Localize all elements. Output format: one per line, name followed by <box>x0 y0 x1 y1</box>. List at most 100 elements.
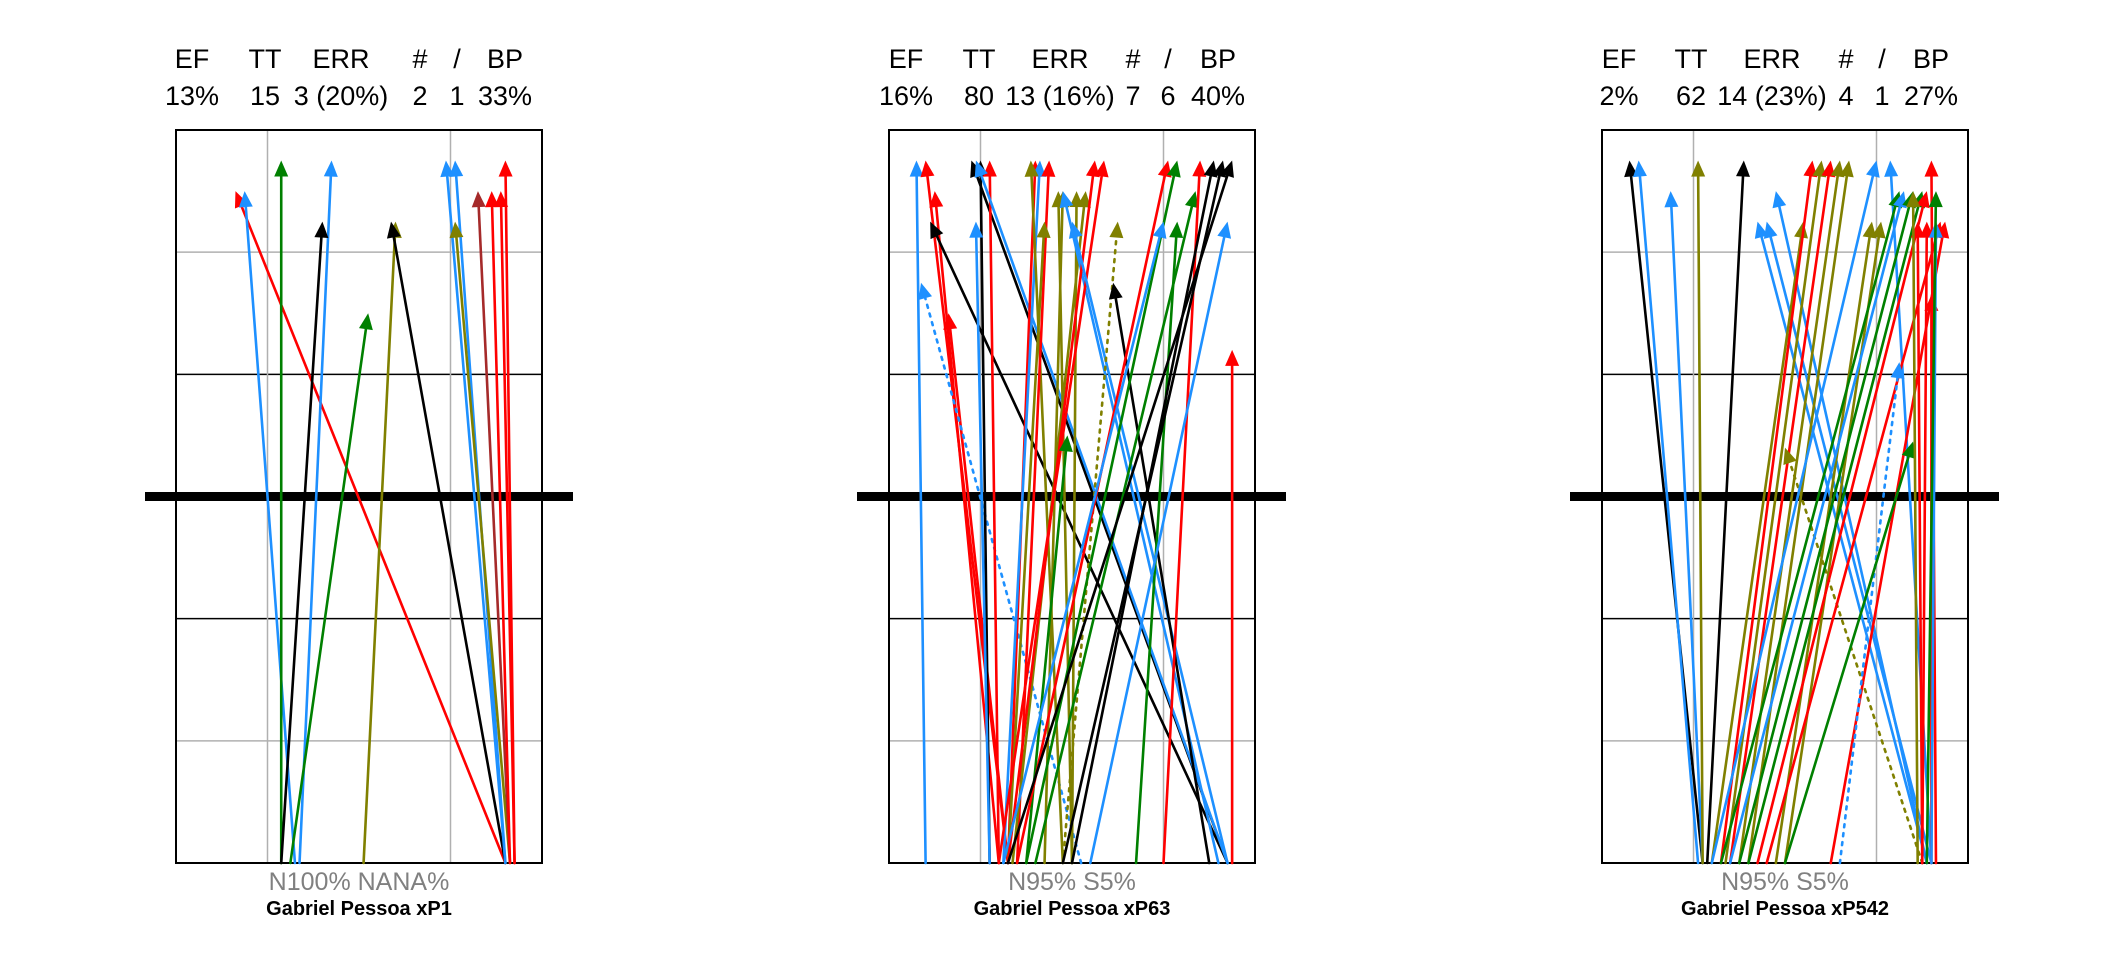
arrow <box>1710 160 1880 865</box>
arrow <box>1691 160 1706 865</box>
arrow-head <box>386 221 401 239</box>
header-value: 80 <box>964 81 994 111</box>
arrow <box>1783 221 1886 865</box>
arrow-head <box>929 191 944 208</box>
arrow-shaft <box>1089 235 1226 865</box>
arrow-head <box>1109 221 1124 239</box>
arrow-head <box>943 313 958 330</box>
arrow <box>1024 160 1181 865</box>
header-value: 13% <box>165 81 219 111</box>
arrow-shaft <box>1774 236 1871 865</box>
arrow-head <box>471 191 486 208</box>
header-label: ERR <box>1743 44 1800 74</box>
header-value: 1 <box>449 81 464 111</box>
footer-name: Gabriel Pessoa xP1 <box>266 898 452 920</box>
arrow <box>1737 160 1845 865</box>
arrow-head <box>1783 447 1797 466</box>
arrow <box>1783 447 1924 865</box>
arrow-shaft <box>1747 205 1920 865</box>
arrow <box>1225 349 1240 865</box>
arrow-shaft <box>1002 235 1161 865</box>
arrow <box>1624 160 1704 865</box>
arrow <box>1632 160 1700 865</box>
header-value: 4 <box>1838 81 1853 111</box>
arrow <box>1068 221 1229 865</box>
header-label: ERR <box>1031 44 1088 74</box>
arrow-head <box>1906 191 1921 208</box>
header-value: 40% <box>1191 81 1245 111</box>
footer-stat: N95% S5% <box>1008 868 1136 896</box>
arrow-shaft <box>1778 205 1929 865</box>
arrow <box>1664 191 1704 865</box>
arrow-shaft <box>240 204 507 865</box>
arrow <box>471 191 512 865</box>
arrow-shaft <box>455 236 512 865</box>
arrow-shaft <box>1629 175 1704 865</box>
footer-name: Gabriel Pessoa xP542 <box>1681 898 1889 920</box>
header-label: # <box>1125 44 1140 74</box>
header-value: 2% <box>1599 81 1638 111</box>
panel-p1: EF TT ERR # / BP 13% 15 3 (20%) 2 1 33% N100% NANA%G… <box>145 44 573 920</box>
arrow-shaft <box>1788 461 1924 865</box>
arrow-head <box>1108 282 1123 300</box>
arrow-head <box>494 191 509 208</box>
header-label: TT <box>963 44 996 74</box>
arrow-shaft <box>1006 174 1229 865</box>
arrow-shaft <box>1737 175 1839 865</box>
arrow-shaft <box>1838 376 1899 865</box>
arrow-shaft <box>1030 175 1065 865</box>
arrow <box>1772 191 1929 865</box>
header-label: EF <box>1602 44 1637 74</box>
arrow-head <box>974 160 988 178</box>
arrow-shaft <box>1728 205 1902 865</box>
arrow-head <box>498 160 513 177</box>
header-value: 16% <box>879 81 933 111</box>
arrow <box>1774 221 1877 865</box>
arrow <box>1906 191 1921 865</box>
arrow <box>1756 191 1930 865</box>
arrow <box>238 191 297 865</box>
arrow <box>1838 362 1905 865</box>
arrow <box>289 313 373 865</box>
arrow-shaft <box>1710 174 1875 865</box>
arrow-shaft <box>923 296 1083 865</box>
arrow <box>1728 191 1907 865</box>
arrow-shaft <box>1747 175 1849 865</box>
header-label: # <box>412 44 427 74</box>
arrow-shaft <box>477 205 512 865</box>
arrow-shaft <box>997 175 1103 865</box>
footer-name: Gabriel Pessoa xP63 <box>974 898 1171 920</box>
arrow-head <box>1736 160 1750 177</box>
arrow <box>969 221 991 865</box>
arrow <box>997 160 1109 865</box>
arrow-head <box>1763 221 1778 239</box>
arrow-shaft <box>392 236 507 865</box>
arrow-head <box>1094 160 1109 178</box>
arrow-head <box>1916 191 1930 209</box>
arrow-head <box>1691 160 1706 177</box>
header-label: BP <box>1913 44 1949 74</box>
arrow-head <box>1821 160 1836 178</box>
arrow <box>1719 160 1818 865</box>
header-label: EF <box>889 44 924 74</box>
arrow-head <box>1803 160 1818 178</box>
arrow <box>909 160 927 865</box>
arrow-head <box>930 221 944 240</box>
arrow-head <box>1901 441 1916 459</box>
header-label: BP <box>487 44 523 74</box>
header-label: / <box>453 44 461 74</box>
arrow-shaft <box>1889 175 1933 865</box>
arrow-shaft <box>1015 174 1167 865</box>
arrow <box>1059 191 1220 865</box>
arrow-shaft <box>974 236 991 865</box>
arrow-shaft <box>1719 205 1897 865</box>
arrow-head <box>1871 221 1886 239</box>
header-label: / <box>1878 44 1886 74</box>
arrow <box>1919 221 1934 865</box>
arrow-head <box>1068 221 1083 239</box>
header-value: 33% <box>478 81 532 111</box>
footer-stat: N100% NANA% <box>269 868 450 896</box>
arrow-shaft <box>289 327 368 865</box>
header-value: 7 <box>1125 81 1140 111</box>
